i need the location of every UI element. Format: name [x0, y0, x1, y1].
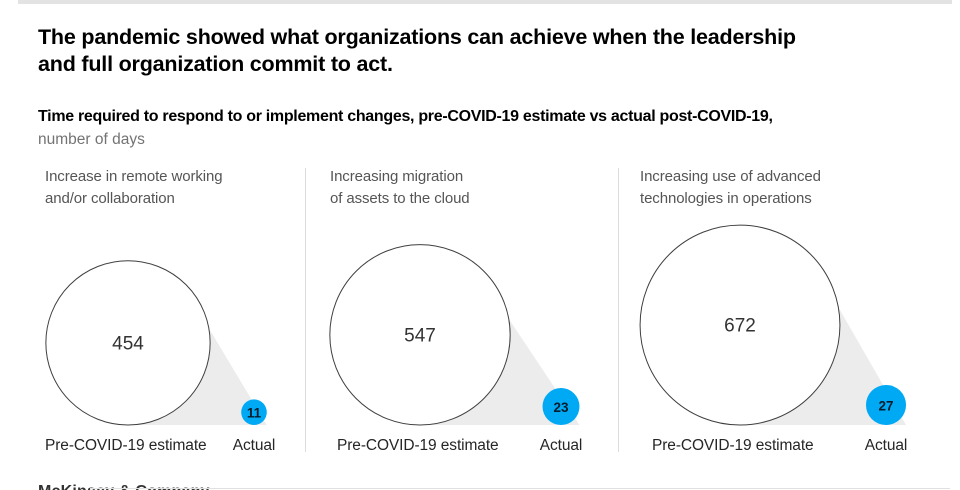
- chart-subtitle-main: Time required to respond to or implement…: [38, 108, 773, 125]
- actual-value: 27: [878, 398, 893, 413]
- pre-covid-label-2: Pre-COVID-19 estimate: [337, 437, 499, 454]
- page-title-line2: and full organization commit to act.: [38, 52, 393, 76]
- pre-covid-label-1: Pre-COVID-19 estimate: [45, 437, 207, 454]
- panel-header-line: of assets to the cloud: [330, 189, 470, 207]
- panel-header-line: technologies in operations: [640, 189, 812, 207]
- actual-label-1: Actual: [232, 437, 276, 454]
- footer-logo-text: McKinsey & Company: [38, 484, 258, 490]
- panel-header-remote-working: Increase in remote working and/or collab…: [45, 166, 223, 209]
- panel-header-line: Increasing use of advanced: [640, 168, 821, 185]
- footer-rule: [90, 488, 950, 489]
- pre-covid-label-3: Pre-COVID-19 estimate: [652, 437, 814, 454]
- actual-circle: [542, 388, 580, 425]
- panel-header-line: Increasing migration: [330, 168, 464, 185]
- estimate-value: 547: [404, 325, 436, 346]
- chart-subtitle: Time required to respond to or implement…: [38, 105, 938, 151]
- actual-circle: [865, 384, 907, 425]
- actual-label-2: Actual: [539, 437, 583, 454]
- actual-value: 23: [553, 400, 569, 415]
- footer-logo-clipped: McKinsey & Company: [38, 484, 258, 490]
- chart-subtitle-unit: number of days: [38, 131, 145, 148]
- top-divider-bar: [18, 0, 952, 4]
- panel-divider-2: [618, 168, 619, 452]
- panel-header-cloud-migration: Increasing migration of assets to the cl…: [330, 166, 470, 209]
- page-title-line1: The pandemic showed what organizations c…: [38, 25, 796, 49]
- estimate-circle: [329, 244, 511, 426]
- panel-divider-1: [305, 168, 306, 452]
- panel-header-line: Increase in remote working: [45, 168, 223, 185]
- estimate-circle: [639, 224, 841, 426]
- estimate-value: 672: [724, 316, 756, 337]
- estimate-value: 454: [112, 333, 144, 354]
- panel-header-advanced-tech: Increasing use of advanced technologies …: [640, 166, 821, 209]
- estimate-circle: [45, 260, 211, 426]
- proportional-circles-chart: 454 11 547 23 672 27: [45, 224, 907, 426]
- actual-label-3: Actual: [864, 437, 908, 454]
- actual-circle: [241, 399, 267, 425]
- actual-value: 11: [247, 406, 262, 421]
- page-title: The pandemic showed what organizations c…: [38, 24, 918, 78]
- panel-header-line: and/or collaboration: [45, 189, 175, 207]
